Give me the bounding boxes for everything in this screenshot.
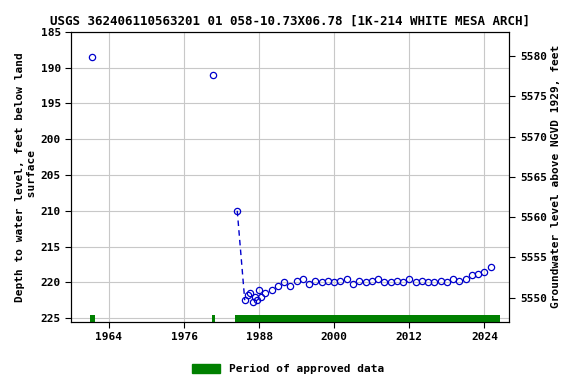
Legend: Period of approved data: Period of approved data [188, 359, 388, 379]
Y-axis label: Groundwater level above NGVD 1929, feet: Groundwater level above NGVD 1929, feet [551, 45, 561, 308]
Title: USGS 362406110563201 01 058-10.73X06.78 [1K-214 WHITE MESA ARCH]: USGS 362406110563201 01 058-10.73X06.78 … [51, 15, 530, 28]
Y-axis label: Depth to water level, feet below land
 surface: Depth to water level, feet below land su… [15, 52, 37, 302]
